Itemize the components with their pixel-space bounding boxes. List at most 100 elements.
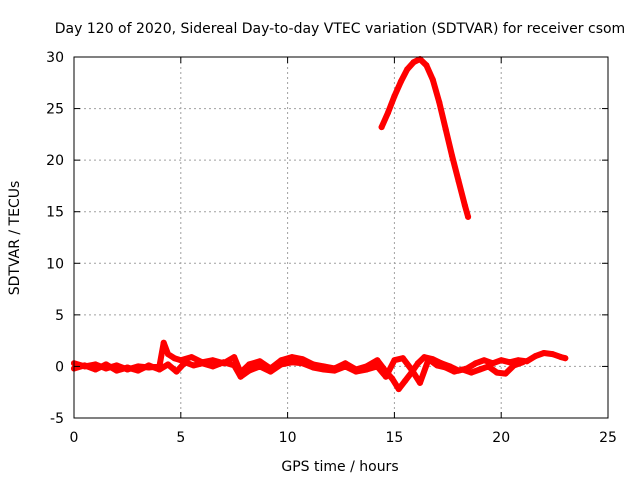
data-point [562,355,569,362]
data-point [540,350,547,356]
data-point [481,357,488,364]
data-point [451,368,458,375]
x-tick-label: 5 [176,430,185,446]
data-point [246,361,253,368]
data-point [209,363,216,370]
data-point [476,366,483,373]
data-point [156,366,163,373]
data-point [506,359,513,366]
data-point [391,357,398,364]
data-point [374,357,381,364]
y-tick-label: 10 [46,256,64,272]
data-point [382,373,389,380]
data-point [320,366,327,373]
y-axis-label: SDTVAR / TECUs [7,181,23,296]
data-point [81,362,88,369]
data-point [402,377,409,384]
data-point [256,358,263,365]
x-tick-label: 25 [599,430,617,446]
data-point [442,126,449,133]
plot-frame [73,56,609,419]
tick-layer: 0 5 10 15 20 25 -5 0 5 10 15 20 25 30 [46,50,617,446]
data-point [288,354,295,361]
data-point [549,351,556,358]
data-point [231,354,238,361]
data-point [237,373,244,380]
data-point [434,362,441,369]
data-point [502,370,509,377]
y-tick-label: 5 [55,308,64,324]
data-point [267,368,274,375]
y-tick-label: 15 [46,205,64,221]
data-point [399,355,406,362]
data-point [532,353,539,360]
data-point [455,177,462,184]
x-axis-label: GPS time / hours [281,459,398,475]
data-point [511,362,517,369]
data-point [199,360,206,367]
data-point [145,362,152,369]
data-point [404,66,411,73]
data-point [436,99,443,106]
data-point [299,360,306,367]
data-point [468,369,475,376]
data-point [342,363,349,370]
data-point [391,93,398,100]
data-point [310,364,317,371]
x-tick-label: 0 [70,430,79,446]
data-point [124,364,131,371]
data-point [485,363,492,370]
y-tick-label: -5 [50,411,64,427]
data-point [408,366,415,373]
data-point [331,367,338,374]
data-point [113,367,120,374]
data-point [385,109,391,116]
data-point [378,124,385,131]
data-point [374,363,381,370]
data-point [188,354,195,361]
data-point [171,355,178,362]
x-tick-label: 10 [279,430,297,446]
data-point [92,366,99,373]
x-tick-label: 20 [492,430,510,446]
data-point [417,56,423,63]
data-point [190,362,197,369]
data-point [429,76,436,83]
data-point [449,153,456,159]
data-point [231,362,238,369]
y-tick-label: 20 [46,153,64,169]
data-point [135,367,142,374]
data-point [414,360,421,367]
data-point [256,363,263,370]
data-point [209,357,216,364]
x-tick-label: 15 [385,430,403,446]
y-tick-label: 0 [55,359,64,375]
data-point [220,359,227,366]
data-layer [71,56,569,393]
data-point [472,360,479,367]
data-point [410,59,417,66]
data-point [465,213,472,220]
data-point [417,379,423,386]
y-tick-label: 25 [46,102,64,118]
data-point [173,368,180,375]
data-point [459,366,466,373]
data-point [353,368,359,375]
data-point [425,356,432,363]
data-point [423,62,430,69]
data-point [389,375,396,382]
data-point [160,339,167,346]
data-point [165,361,171,368]
data-point [442,364,449,371]
data-point [278,361,285,368]
data-point [103,361,109,368]
data-point [519,359,526,366]
data-point [395,386,402,393]
data-point [461,202,468,209]
data-point [397,78,404,85]
data-point [246,367,253,374]
data-point [363,366,370,373]
data-point [288,359,295,366]
